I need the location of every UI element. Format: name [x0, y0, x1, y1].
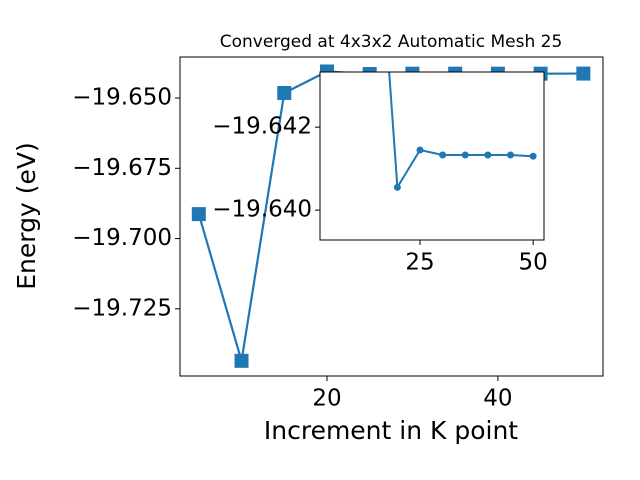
y-tick-label: −19.675 — [72, 155, 172, 181]
y-tick-label: −19.642 — [212, 114, 312, 140]
marker — [416, 146, 424, 154]
marker — [191, 207, 206, 222]
marker — [234, 353, 249, 368]
y-axis-label: Energy (eV) — [12, 142, 41, 289]
axes-frame — [319, 71, 545, 241]
x-tick-label: 20 — [312, 386, 341, 412]
x-tick-label: 50 — [518, 250, 547, 276]
chart-title: Converged at 4x3x2 Automatic Mesh 25 — [220, 32, 563, 52]
plot-area — [320, 72, 544, 240]
y-tick-label: −19.725 — [72, 295, 172, 321]
marker — [484, 151, 492, 159]
marker — [393, 183, 401, 191]
series-line — [388, 72, 534, 191]
y-tick-label: −19.700 — [72, 225, 172, 251]
y-tick-label: −19.640 — [212, 197, 312, 223]
marker — [277, 85, 292, 100]
axes-frame — [179, 56, 604, 377]
x-tick-label: 40 — [483, 386, 512, 412]
marker — [576, 66, 591, 81]
series-group — [388, 72, 537, 191]
marker — [507, 151, 515, 159]
y-tick-label: −19.650 — [72, 85, 172, 111]
x-axis-label: Increment in K point — [264, 416, 518, 445]
marker — [439, 151, 447, 159]
marker — [461, 151, 469, 159]
marker — [529, 152, 537, 160]
x-tick-label: 25 — [405, 250, 434, 276]
